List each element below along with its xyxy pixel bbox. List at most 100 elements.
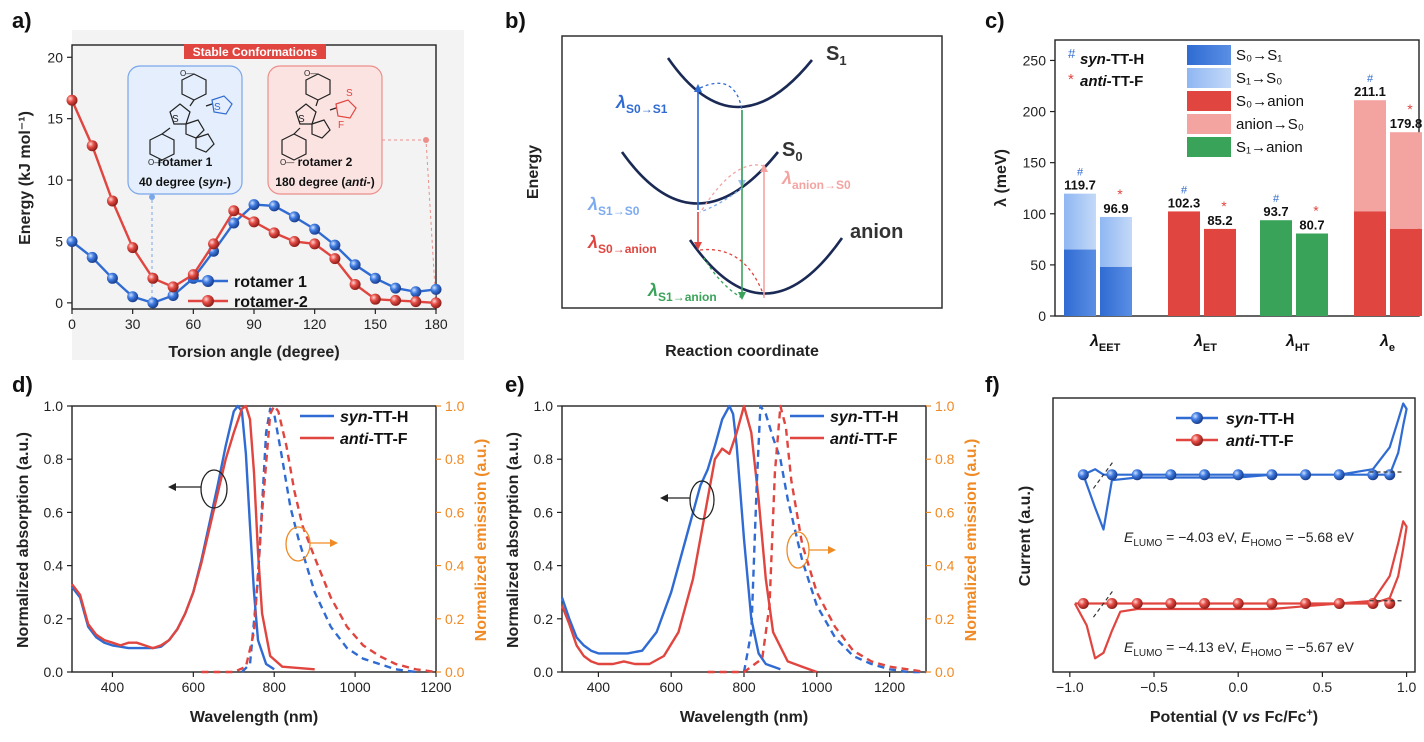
label-s1-anion: λS1→anion [647, 280, 717, 304]
relax-anion-s0 [701, 164, 765, 211]
panel-a-point [66, 94, 78, 106]
panel-f-marker [1367, 469, 1379, 481]
bar-upper [1064, 193, 1096, 250]
panel-label-b: b) [505, 8, 526, 33]
panel-d-series-0 [71, 404, 275, 671]
panel-c-legend-right: S₀→S₁ S₁→S₀ S₀→anion anion→S₀ S₁→anion [1187, 45, 1304, 157]
panel-f-marker [1232, 469, 1244, 481]
panel-d-series-2 [241, 407, 416, 674]
panel-a-xtick-label: 60 [186, 316, 202, 332]
panel-c-ytick-label: 50 [1030, 257, 1046, 273]
panel-a-point [268, 227, 280, 239]
emission-circle-e [786, 531, 810, 569]
panel-f-marker [1199, 598, 1211, 609]
panel-c-ytick-label: 250 [1023, 52, 1047, 68]
s0-curve-label: S0 [782, 139, 803, 164]
rotamer1-name: rotamer 1 [158, 155, 213, 169]
rotamer2-box [267, 65, 383, 195]
panel-f-marker [1266, 469, 1278, 481]
panel-f-marker [1165, 469, 1177, 481]
panel-e-ytick-label: 1.0 [534, 398, 554, 414]
panel-a-xtick-label: 90 [246, 316, 262, 332]
panel-f-ylabel: Current (a.u.) [1017, 486, 1034, 586]
panel-f-xtick-label: 0.5 [1313, 679, 1333, 695]
category-subscript: e [1389, 342, 1395, 354]
panel-e-series-1 [560, 404, 818, 674]
panel-d-ytick-label: 0.6 [44, 504, 64, 520]
panel-d-right-tick-label: 0.0 [445, 664, 465, 680]
panel-a-point [349, 259, 361, 271]
bar-lower [1260, 220, 1292, 316]
panel-f-legend: syn-TT-H anti-TT-F [1176, 411, 1294, 450]
panel-label-a: a) [12, 8, 32, 33]
panel-c-ticks: 0 50 100 150 200 250 [1023, 52, 1055, 324]
legend-entry-label: S₁→anion [1236, 139, 1303, 156]
label-anion-s0: λanion→S0 [781, 168, 851, 192]
panel-e-right-tick-label: 0.2 [935, 611, 955, 627]
panel-a-point [228, 217, 240, 229]
legend-e-anti-label: anti-TT-F [830, 431, 898, 448]
panel-a-point [86, 251, 98, 263]
absorption-circle [200, 469, 228, 509]
panel-a-point [187, 269, 199, 281]
panel-a-point [86, 140, 98, 152]
panel-d-ytick-label: 0.8 [44, 451, 64, 467]
panel-f-marker [1367, 598, 1379, 609]
panel-a-point [349, 278, 361, 290]
bar-value-label: 80.7 [1299, 218, 1324, 233]
category-label: λe [1379, 333, 1395, 354]
panel-e-series-2 [742, 404, 926, 674]
category-subscript: EET [1099, 342, 1121, 354]
s1-curve-label: S1 [826, 43, 847, 68]
category-subscript: ET [1203, 342, 1217, 354]
panel-f-onset-lumo [1092, 460, 1115, 489]
relax-s0 [699, 187, 743, 213]
panel-d-xtick-label: 1000 [340, 679, 371, 695]
rotamer2-fluorine: F [338, 120, 344, 131]
panel-f-marker [1131, 598, 1143, 609]
panel-d-right-tick-label: 1.0 [445, 398, 465, 414]
s0-curve [620, 151, 780, 205]
panel-a-point [248, 216, 260, 228]
panel-d-right-tick-label: 0.2 [445, 611, 465, 627]
legend-rotamer1-marker [202, 275, 214, 287]
panel-d-ylabel: Normalized absorption (a.u.) [15, 432, 32, 648]
panel-d-ytick-label: 0.0 [44, 664, 64, 680]
panel-a-point [369, 293, 381, 305]
panel-f-marker [1333, 598, 1345, 609]
panel-d-xtick-label: 600 [182, 679, 206, 695]
panel-d-xtick-label: 1200 [420, 679, 451, 695]
bar-upper [1354, 100, 1386, 212]
panel-a-ytick-label: 15 [47, 111, 63, 127]
label-s1-s0: λS1→S0 [587, 194, 640, 218]
panel-f-marker [1077, 469, 1089, 481]
anion-curve [688, 237, 844, 295]
panel-a-point [390, 282, 402, 294]
bar-molecule-mark: # [1181, 184, 1188, 196]
stable-conformations-label: Stable Conformations [193, 45, 318, 59]
panel-d-xtick-label: 400 [101, 679, 125, 695]
panel-f-marker [1384, 598, 1396, 609]
panel-c-categories: λEET λET λHT λe [1089, 333, 1395, 354]
absorption-circle-e [689, 480, 715, 520]
panel-e-ytick-label: 0.0 [534, 664, 554, 680]
category-label: λEET [1089, 333, 1121, 354]
bar-value-label: 102.3 [1168, 195, 1201, 210]
rotamer1-thiophene-s: S [214, 102, 221, 113]
panel-f-marker [1077, 598, 1089, 609]
panel-a-ytick-label: 20 [47, 49, 63, 65]
panel-a-ytick-label: 5 [55, 233, 63, 249]
panel-f-xlabel: Potential (V vs Fc/Fc+) [1150, 707, 1318, 726]
legend-swatch [1187, 114, 1231, 134]
panel-e-series-0 [560, 404, 781, 671]
legend-e-syn-label: syn-TT-H [830, 409, 898, 426]
panel-f-xtick-label: −0.5 [1140, 679, 1168, 695]
bar-molecule-mark: * [1407, 101, 1413, 117]
panel-a-ticks: 0 30 60 90 120 150 180 0 5 10 15 20 [47, 49, 447, 332]
legend-syn-label: syn-TT-H [1080, 51, 1144, 68]
panel-f-frame [1052, 397, 1416, 673]
panel-a-xtick-label: 30 [125, 316, 141, 332]
panel-label-d: d) [12, 372, 33, 397]
panel-label-f: f) [985, 372, 1000, 397]
